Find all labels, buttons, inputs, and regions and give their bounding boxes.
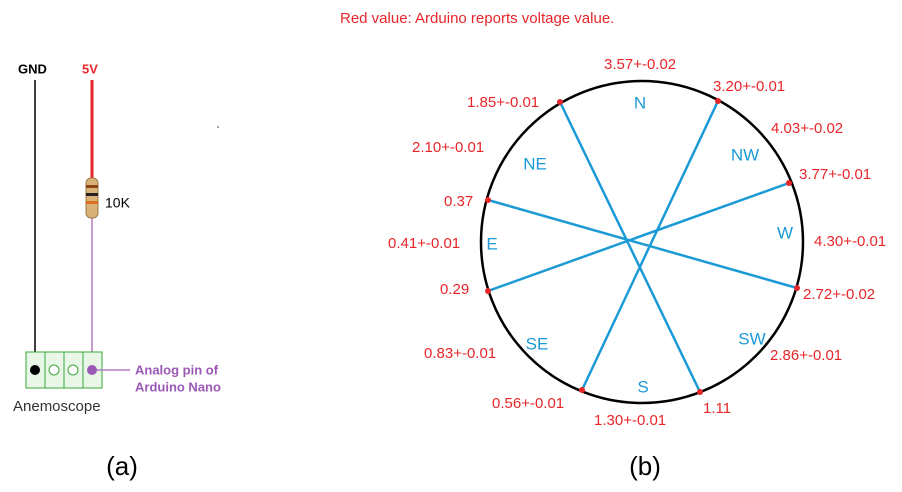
supply-label: 5V <box>82 61 98 76</box>
direction-label: NW <box>731 145 759 164</box>
contact-point <box>794 285 800 291</box>
terminal-pin <box>48 364 60 376</box>
reading: 1.30+-0.01 <box>594 412 666 429</box>
contact-point <box>697 389 703 395</box>
contact-point <box>786 180 792 186</box>
pin-label: Arduino Nano <box>135 379 221 394</box>
reading: 0.83+-0.01 <box>424 345 496 362</box>
reading: 1.11 <box>703 400 731 417</box>
caption: (b) <box>629 451 661 481</box>
reading: 4.30+-0.01 <box>814 233 886 250</box>
gnd-label: GND <box>18 61 47 76</box>
vane-circle <box>479 79 805 405</box>
terminal-pin <box>87 365 97 375</box>
reading: 2.10+-0.01 <box>412 139 484 156</box>
direction-label: SW <box>738 329 765 348</box>
direction-line <box>558 101 702 393</box>
contact-point <box>715 98 721 104</box>
contact-points <box>485 98 800 395</box>
direction-label: SE <box>526 334 549 353</box>
direction-line <box>487 181 790 293</box>
title: Red value: Arduino reports voltage value… <box>340 10 614 27</box>
reading: 3.77+-0.01 <box>799 166 871 183</box>
direction-label: N <box>634 93 646 112</box>
reading: 4.03+-0.02 <box>771 120 843 137</box>
terminal-pin <box>67 364 79 376</box>
reading: 3.57+-0.02 <box>604 56 676 73</box>
reading: 0.41+-0.01 <box>388 235 460 252</box>
direction-label: S <box>637 377 648 396</box>
resistor-label: 10K <box>105 195 131 211</box>
direction-label: NE <box>523 154 547 173</box>
direction-label: W <box>777 223 793 242</box>
speck <box>217 126 219 128</box>
reading: 0.37 <box>444 193 473 210</box>
reading: 2.72+-0.02 <box>803 286 875 303</box>
reading: 2.86+-0.01 <box>770 347 842 364</box>
pin-label: Analog pin of <box>135 362 219 377</box>
reading: 3.20+-0.01 <box>713 78 785 95</box>
reading: 0.56+-0.01 <box>492 395 564 412</box>
resistor-band <box>86 201 98 204</box>
wind-vane: Red value: Arduino reports voltage value… <box>340 10 886 481</box>
contact-point <box>579 387 585 393</box>
device-label: Anemoscope <box>13 398 101 415</box>
direction-line <box>487 198 798 290</box>
direction-lines <box>487 100 798 393</box>
caption: (a) <box>106 451 138 481</box>
resistor-band <box>86 185 98 188</box>
resistor <box>85 177 99 219</box>
circuit: GND 5V 10K Analog pin of Arduino Nano An… <box>13 61 221 480</box>
contact-point <box>557 99 563 105</box>
contact-point <box>485 288 491 294</box>
direction-label: E <box>486 234 497 253</box>
resistor-band <box>86 193 98 196</box>
contact-point <box>485 197 491 203</box>
reading: 1.85+-0.01 <box>467 94 539 111</box>
terminal-pin <box>30 365 40 375</box>
reading: 0.29 <box>440 281 469 298</box>
